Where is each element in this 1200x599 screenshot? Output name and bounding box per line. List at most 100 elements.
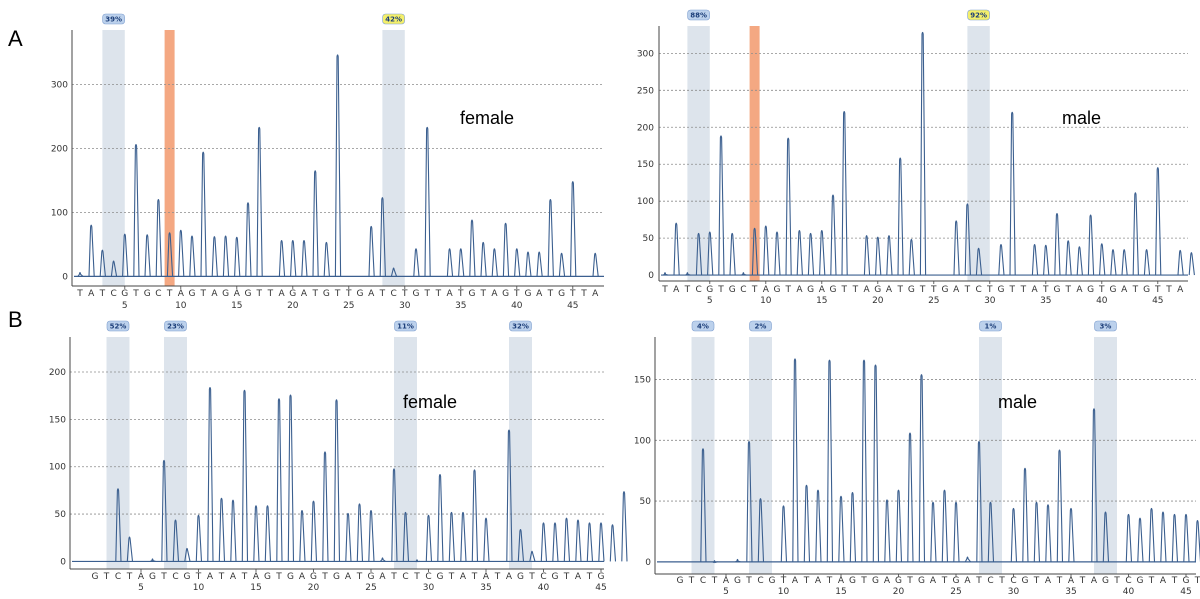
x-tick-label: 5 <box>138 583 144 593</box>
peak <box>740 272 747 276</box>
sequence-letter: C <box>172 572 178 582</box>
peak <box>77 271 84 277</box>
peak <box>379 557 386 562</box>
sequence-letter: T <box>998 576 1005 586</box>
peak <box>662 272 669 276</box>
sequence-letter: A <box>884 576 891 586</box>
y-tick-label: 0 <box>648 271 654 281</box>
peak <box>1148 507 1156 562</box>
sequence-letter: A <box>1045 576 1052 586</box>
peak <box>792 358 799 562</box>
sequence-letter: G <box>677 576 684 586</box>
x-tick-label: 30 <box>984 296 996 306</box>
peak <box>796 229 803 276</box>
badge-label: 11% <box>397 323 414 331</box>
sequence-letter: T <box>1079 576 1086 586</box>
peak <box>930 501 937 562</box>
y-tick-label: 50 <box>640 497 652 507</box>
peak <box>483 517 490 562</box>
highlight-column <box>382 30 405 286</box>
peak <box>575 519 582 562</box>
peak <box>1099 243 1106 276</box>
peak <box>1033 501 1041 562</box>
peak <box>245 202 252 277</box>
y-tick-label: 150 <box>634 376 651 386</box>
sequence-letter: T <box>941 576 948 586</box>
badge-label: 88% <box>690 12 707 20</box>
peak <box>621 491 628 562</box>
peak <box>166 232 174 277</box>
badge-label: 92% <box>970 12 987 20</box>
sequence-letter: A <box>763 285 770 295</box>
peak <box>122 233 129 277</box>
peak <box>707 231 714 276</box>
peak <box>356 503 364 562</box>
peak <box>425 514 433 562</box>
sequence-letter: G <box>149 572 156 582</box>
sequence-letter: A <box>506 572 513 582</box>
badge-label: 39% <box>105 16 122 24</box>
peak <box>1045 504 1052 562</box>
x-tick-label: 45 <box>595 583 606 593</box>
peak <box>886 235 893 276</box>
sequence-letter: T <box>745 576 752 586</box>
peak <box>1155 167 1162 276</box>
sequence-letter: A <box>1091 576 1098 586</box>
peak <box>218 497 226 562</box>
highlight-column <box>1094 337 1117 574</box>
peak <box>471 469 479 562</box>
dispensation-marker <box>749 26 760 281</box>
sequence-letter: T <box>1008 285 1015 295</box>
sequence-letter: C <box>987 576 993 586</box>
sequence-letter: T <box>103 572 110 582</box>
sequence-letter: A <box>345 572 352 582</box>
peak <box>684 272 691 276</box>
sequence-letter: T <box>563 572 570 582</box>
peak <box>1137 517 1144 562</box>
sequence-letter: T <box>311 289 318 299</box>
peak <box>586 522 594 562</box>
x-tick-label: 10 <box>778 587 790 597</box>
peak <box>1143 249 1151 276</box>
sequence-letter: G <box>289 289 296 299</box>
sequence-letter: T <box>275 572 282 582</box>
sequence-letter: T <box>401 289 408 299</box>
highlight-column <box>687 26 710 281</box>
sequence-letter: A <box>491 289 498 299</box>
sequence-letter: T <box>255 289 262 299</box>
sequence-letter: A <box>279 289 286 299</box>
badge-label: 2% <box>755 323 767 331</box>
sequence-letter: A <box>207 572 214 582</box>
sequence-letter: G <box>502 289 509 299</box>
badge <box>1094 320 1117 332</box>
peak <box>437 474 444 562</box>
sequence-letter: T <box>267 289 274 299</box>
sequence-letter: A <box>864 285 871 295</box>
peak <box>1065 240 1072 276</box>
peak <box>413 248 420 277</box>
peak <box>700 448 707 562</box>
badge <box>509 320 532 332</box>
badge-label: 52% <box>110 323 127 331</box>
peak <box>1102 511 1110 562</box>
peak <box>1160 511 1167 562</box>
peak <box>941 489 949 562</box>
peak <box>774 231 781 276</box>
peak <box>1031 244 1039 276</box>
sequence-letter: G <box>368 572 375 582</box>
peak <box>1183 513 1190 562</box>
x-tick-label: 20 <box>893 587 905 597</box>
sequence-letter: A <box>673 285 680 295</box>
peak <box>558 252 566 277</box>
peak <box>819 229 826 276</box>
peak <box>323 241 330 277</box>
x-tick-label: 5 <box>723 587 729 597</box>
sequence-letter: A <box>1121 285 1128 295</box>
dispensation-marker <box>164 30 175 286</box>
peak <box>333 399 341 562</box>
sequence-letter: G <box>357 289 364 299</box>
sequence-letter: A <box>138 572 145 582</box>
peak <box>1054 212 1061 276</box>
sequence-letter: T <box>826 576 833 586</box>
